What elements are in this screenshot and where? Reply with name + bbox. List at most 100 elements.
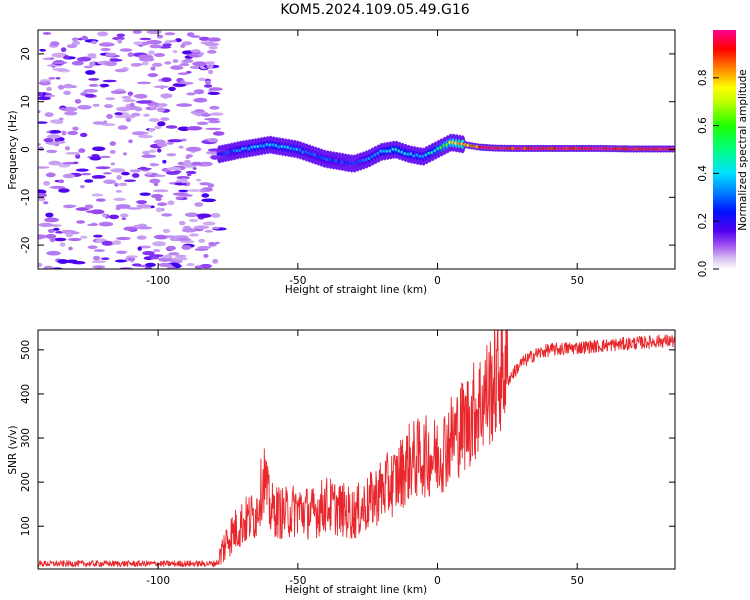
noise-cell — [177, 238, 192, 241]
spectrogram-ylabel: Frequency (Hz) — [7, 110, 19, 189]
noise-cell — [92, 255, 101, 261]
noise-cell — [127, 52, 134, 58]
noise-cell — [199, 188, 207, 193]
noise-cell — [101, 213, 107, 218]
noise-cell — [165, 171, 180, 175]
noise-cell — [150, 66, 156, 71]
noise-cell — [101, 257, 110, 261]
noise-cell — [181, 41, 192, 46]
noise-cell — [201, 198, 217, 203]
noise-cell — [199, 263, 212, 269]
noise-cell — [189, 233, 200, 237]
noise-cell — [170, 65, 184, 70]
noise-cell — [198, 36, 211, 41]
snr-xtick-label: -50 — [289, 575, 306, 587]
noise-cell — [186, 92, 196, 96]
noise-cell — [203, 253, 209, 258]
spectrogram-heatmap — [38, 30, 675, 269]
noise-cell — [153, 85, 169, 89]
noise-cell — [156, 107, 165, 113]
noise-cell — [73, 161, 79, 164]
noise-cell — [147, 73, 158, 78]
noise-cell — [43, 265, 54, 269]
noise-cell — [169, 40, 178, 43]
noise-cell — [201, 113, 211, 117]
noise-cell — [150, 205, 155, 209]
noise-cell — [193, 97, 208, 103]
noise-cell — [88, 83, 99, 87]
noise-cell — [181, 245, 192, 250]
noise-cell — [148, 149, 157, 153]
snr-frame — [37, 329, 676, 570]
noise-cell — [49, 130, 62, 134]
noise-cell — [121, 95, 132, 100]
noise-cell — [168, 86, 176, 91]
noise-cell — [90, 40, 97, 45]
noise-cell — [186, 263, 195, 267]
noise-cell — [204, 230, 214, 233]
noise-cell — [97, 31, 109, 37]
noise-cell — [62, 173, 75, 179]
noise-cell — [113, 197, 126, 201]
noise-cell — [196, 178, 202, 182]
noise-cell — [114, 259, 127, 263]
noise-cell — [207, 50, 217, 54]
noise-cell — [143, 113, 150, 117]
snr-axes: -100 -50 0 50 100 200 300 400 500 — [20, 330, 675, 587]
noise-cell — [131, 173, 140, 178]
noise-cell — [209, 112, 224, 116]
noise-cell — [117, 38, 123, 44]
noise-cell — [212, 131, 225, 136]
noise-cell — [49, 185, 66, 189]
noise-cell — [172, 50, 178, 54]
noise-cell — [38, 121, 48, 124]
noise-cell — [136, 167, 152, 170]
noise-cell — [46, 86, 52, 92]
noise-cell — [116, 175, 122, 180]
noise-cell — [197, 245, 212, 250]
noise-cell — [114, 182, 119, 187]
noise-cell — [105, 97, 116, 101]
noise-cell — [152, 62, 163, 67]
noise-cell — [201, 193, 210, 198]
noise-cell — [46, 149, 58, 154]
noise-cell — [131, 131, 146, 136]
noise-cell — [206, 150, 220, 155]
noise-cell — [53, 227, 60, 231]
snr-ylabel: SNR (v/v) — [7, 425, 19, 474]
noise-cell — [100, 123, 116, 126]
noise-cell — [158, 103, 168, 107]
noise-cell — [63, 55, 70, 60]
noise-cell — [182, 58, 194, 63]
noise-cell — [194, 265, 202, 269]
noise-cell — [145, 262, 156, 267]
noise-cell — [181, 228, 197, 233]
noise-cell — [60, 47, 67, 53]
noise-cell — [63, 90, 71, 96]
noise-cell — [98, 221, 114, 227]
noise-cell — [175, 254, 187, 258]
noise-cell — [136, 81, 152, 85]
noise-cell — [211, 213, 221, 218]
spectrogram-ytick-label: -20 — [20, 237, 32, 254]
noise-cell — [166, 142, 174, 145]
noise-cell — [114, 112, 123, 116]
noise-cell — [115, 236, 131, 241]
noise-cell — [76, 220, 85, 224]
noise-cell — [178, 145, 184, 149]
noise-cell — [215, 241, 220, 245]
noise-cell — [58, 179, 65, 184]
noise-cell — [53, 237, 67, 242]
noise-cell — [92, 121, 105, 125]
noise-cell — [123, 226, 138, 231]
noise-cell — [92, 103, 100, 107]
noise-cell — [85, 70, 96, 75]
noise-cell — [80, 172, 92, 176]
noise-cell — [58, 188, 70, 193]
noise-cell — [84, 204, 94, 209]
noise-cell — [138, 245, 152, 249]
noise-cell — [180, 79, 185, 83]
noise-cell — [161, 213, 173, 217]
noise-cell — [58, 117, 64, 121]
noise-cell — [177, 72, 189, 75]
